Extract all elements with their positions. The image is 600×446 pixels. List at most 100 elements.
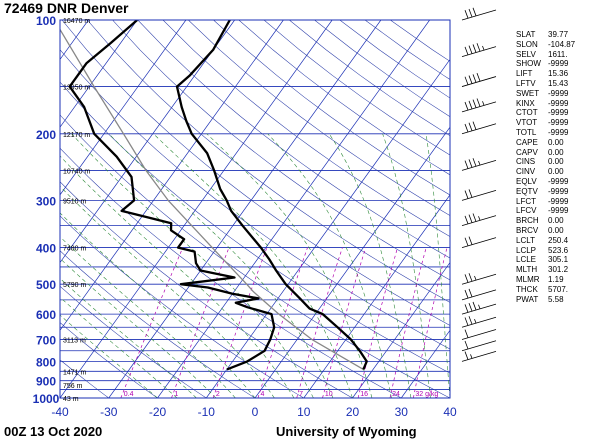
dry-adiabat-line	[60, 322, 158, 398]
wind-barb-flag	[464, 160, 469, 169]
pressure-tick-label: 200	[36, 128, 56, 142]
dry-adiabat-line	[137, 20, 450, 259]
isotherm-line	[60, 20, 333, 398]
dry-adiabat-line	[60, 49, 450, 350]
index-key: SHOW	[516, 59, 541, 69]
isotherm-line	[60, 20, 187, 196]
mixing-ratio-line	[171, 247, 230, 398]
isotherm-line	[0, 20, 40, 398]
plot-frame	[59, 19, 451, 399]
wind-barb-flag	[464, 340, 469, 350]
index-value: 1611.	[548, 49, 568, 59]
mixing-ratio-label: 24	[392, 391, 400, 398]
mixing-ratio-line	[296, 247, 343, 398]
wind-barb-flag	[472, 74, 477, 83]
wind-barb-flag	[464, 190, 469, 199]
mixing-ratio-label: 0.4	[124, 391, 134, 398]
sounding-date: 00Z 13 Oct 2020	[4, 424, 103, 439]
temperature-tick-label: 0	[252, 405, 259, 419]
index-key: EQLV	[516, 176, 537, 186]
index-row: MLTH 301.2	[516, 265, 575, 275]
index-key: BRCV	[516, 225, 539, 235]
temperature-tick-label: 20	[346, 405, 360, 419]
index-value: 1.19	[548, 274, 564, 284]
wind-barb	[461, 329, 497, 340]
index-row: CTOT -9999	[516, 108, 575, 118]
wind-barb-flag	[468, 75, 473, 84]
sounding-profiles	[60, 20, 368, 371]
wind-barb-flag	[468, 303, 473, 312]
wind-barb-flag	[464, 274, 469, 283]
wind-barb	[461, 301, 497, 315]
wind-barb-flag	[468, 189, 473, 198]
isotherm-line	[60, 20, 235, 264]
index-key: SLON	[516, 39, 538, 49]
index-key: LCLE	[516, 255, 537, 265]
dry-adiabat-line	[87, 20, 450, 303]
wind-barb-staff	[461, 289, 497, 301]
wind-barb-half	[478, 160, 481, 166]
index-key: MLTH	[516, 265, 538, 275]
index-key: CINV	[516, 167, 536, 177]
wind-barb-flag	[476, 73, 481, 82]
wind-barb-flag	[468, 100, 473, 110]
moist-adiabat-line	[71, 133, 314, 398]
temperature-tick-label: -40	[51, 405, 69, 419]
height-label: 7480 m	[63, 246, 87, 253]
pressure-tick-label: 400	[36, 242, 56, 256]
index-row: CAPV 0.00	[516, 148, 575, 158]
index-row: PWAT 5.58	[516, 295, 575, 305]
wind-barb-flag	[464, 289, 469, 299]
index-row: LCLT 250.4	[516, 236, 575, 246]
index-value: -9999	[548, 88, 569, 98]
index-row: LCLP 523.6	[516, 246, 575, 256]
index-value: -9999	[548, 108, 569, 118]
moist-adiabat-line	[60, 296, 178, 398]
wind-barb-flag	[464, 76, 469, 85]
wind-barb	[461, 73, 497, 87]
moist-adiabat-line	[60, 314, 158, 398]
height-label: 13950 m	[63, 85, 90, 92]
index-row: SLAT 39.77	[516, 30, 575, 40]
wind-barb-staff	[461, 340, 497, 352]
dry-adiabat-line	[188, 20, 450, 216]
wind-barb	[461, 189, 497, 201]
dry-adiabat-line	[60, 215, 304, 398]
wind-barb-staff	[461, 316, 497, 328]
temperature-tick-label: 40	[443, 405, 457, 419]
dewpoint-line	[68, 20, 276, 371]
height-label: 756 m	[63, 383, 83, 390]
wind-barb-flag	[468, 45, 473, 54]
dry-adiabat-line	[112, 20, 450, 281]
wind-barbs	[461, 7, 497, 362]
index-key: SWET	[516, 88, 540, 98]
index-row: SELV 1611.	[516, 50, 575, 60]
wind-barb-flag	[468, 288, 473, 297]
mixing-ratio-line	[322, 247, 367, 398]
wind-barb	[461, 273, 497, 285]
mixing-ratio-line	[357, 247, 398, 398]
pressure-tick-label: 900	[36, 375, 56, 389]
wind-barb	[461, 316, 497, 328]
temperature-tick-label: -30	[100, 405, 118, 419]
wind-barb-flag	[464, 215, 469, 224]
wind-barb-flag	[464, 101, 469, 111]
index-key: LFTV	[516, 78, 536, 88]
moist-adiabat-line	[60, 155, 295, 398]
moist-adiabat-line	[206, 133, 373, 398]
wind-barb-staff	[461, 101, 497, 113]
index-value: 39.77	[548, 30, 569, 39]
index-row: SHOW -9999	[516, 59, 575, 69]
wind-barb	[461, 213, 497, 227]
index-value: 305.1	[548, 255, 569, 265]
wind-barb-flag	[472, 7, 477, 16]
isotherm-line	[157, 20, 430, 398]
moist-adiabat-line	[382, 133, 431, 398]
moist-adiabat-line	[108, 133, 334, 398]
index-value: -9999	[548, 59, 569, 69]
index-key: CAPV	[516, 147, 538, 157]
data-source: University of Wyoming	[276, 424, 417, 439]
index-row: EQTV -9999	[516, 187, 575, 197]
index-row: BRCH 0.00	[516, 216, 575, 226]
